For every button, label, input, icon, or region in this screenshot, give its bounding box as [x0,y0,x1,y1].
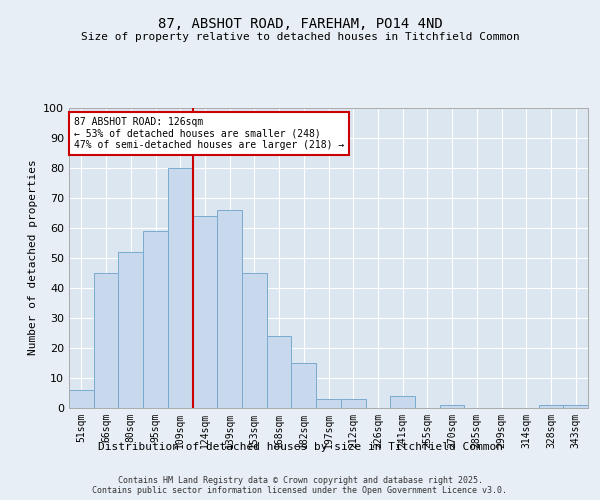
Bar [143,230,168,408]
Bar [94,272,118,407]
Bar [539,404,563,407]
Text: Size of property relative to detached houses in Titchfield Common: Size of property relative to detached ho… [80,32,520,42]
Bar [118,252,143,408]
Bar [168,168,193,408]
Text: Distribution of detached houses by size in Titchfield Common: Distribution of detached houses by size … [97,442,503,452]
Bar [242,272,267,407]
Bar [217,210,242,408]
Bar [69,390,94,407]
Bar [267,336,292,407]
Y-axis label: Number of detached properties: Number of detached properties [28,160,38,356]
Bar [316,398,341,407]
Bar [390,396,415,407]
Bar [193,216,217,408]
Bar [292,362,316,408]
Text: 87, ABSHOT ROAD, FAREHAM, PO14 4ND: 87, ABSHOT ROAD, FAREHAM, PO14 4ND [158,18,442,32]
Bar [440,404,464,407]
Text: Contains HM Land Registry data © Crown copyright and database right 2025.
Contai: Contains HM Land Registry data © Crown c… [92,476,508,495]
Bar [341,398,365,407]
Text: 87 ABSHOT ROAD: 126sqm
← 53% of detached houses are smaller (248)
47% of semi-de: 87 ABSHOT ROAD: 126sqm ← 53% of detached… [74,116,344,150]
Bar [563,404,588,407]
